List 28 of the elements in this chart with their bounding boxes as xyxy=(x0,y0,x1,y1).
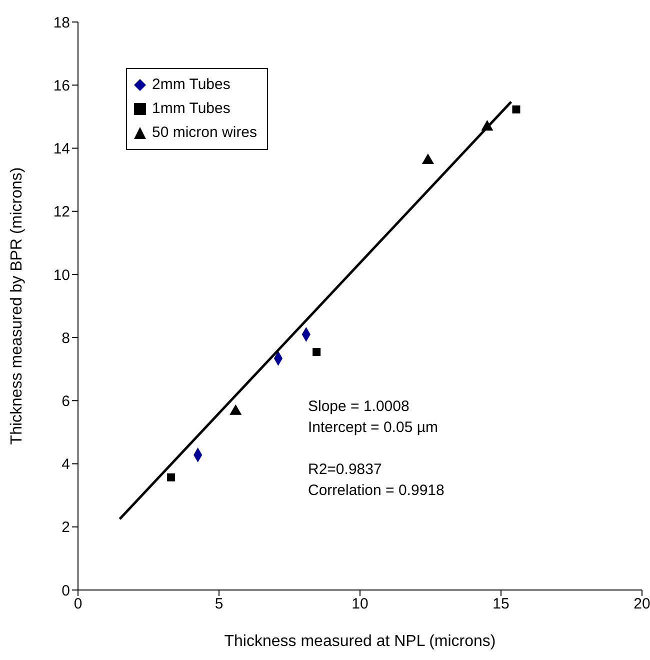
y-tick-label: 14 xyxy=(53,140,70,158)
legend-label: 50 micron wires xyxy=(152,123,258,143)
y-tick-label: 12 xyxy=(53,204,70,221)
annotation: R2=0.9837 xyxy=(308,460,383,480)
x-axis-title: Thickness measured at NPL (microns) xyxy=(224,633,496,650)
x-tick-label: 5 xyxy=(214,596,224,613)
x-tick-label: 15 xyxy=(492,596,510,613)
legend-label: 2mm Tubes xyxy=(152,75,230,95)
y-tick-label: 2 xyxy=(62,519,70,536)
y-tick-label: 4 xyxy=(62,456,70,474)
y-tick-label: 8 xyxy=(62,330,70,347)
point xyxy=(512,105,520,114)
point xyxy=(422,154,434,164)
point xyxy=(167,473,176,482)
y-tick-label: 18 xyxy=(53,14,70,32)
y-axis-title: Thickness measured by BPR (microns) xyxy=(8,167,26,445)
y-tick-label: 6 xyxy=(62,392,70,410)
y-tick-label: 10 xyxy=(53,266,70,284)
legend-label: 1mm Tubes xyxy=(152,99,230,119)
annotation: Intercept = 0.05 µm xyxy=(308,418,439,438)
y-tick-label: 16 xyxy=(53,77,70,94)
x-tick-label: 10 xyxy=(352,596,368,613)
annotation: Correlation = 0.9918 xyxy=(308,481,444,501)
point xyxy=(312,348,321,356)
x-tick-label: 20 xyxy=(634,596,650,613)
y-tick-label: 0 xyxy=(62,582,70,600)
x-tick-label: 0 xyxy=(74,596,82,613)
annotation: Slope = 1.0008 xyxy=(308,397,410,417)
